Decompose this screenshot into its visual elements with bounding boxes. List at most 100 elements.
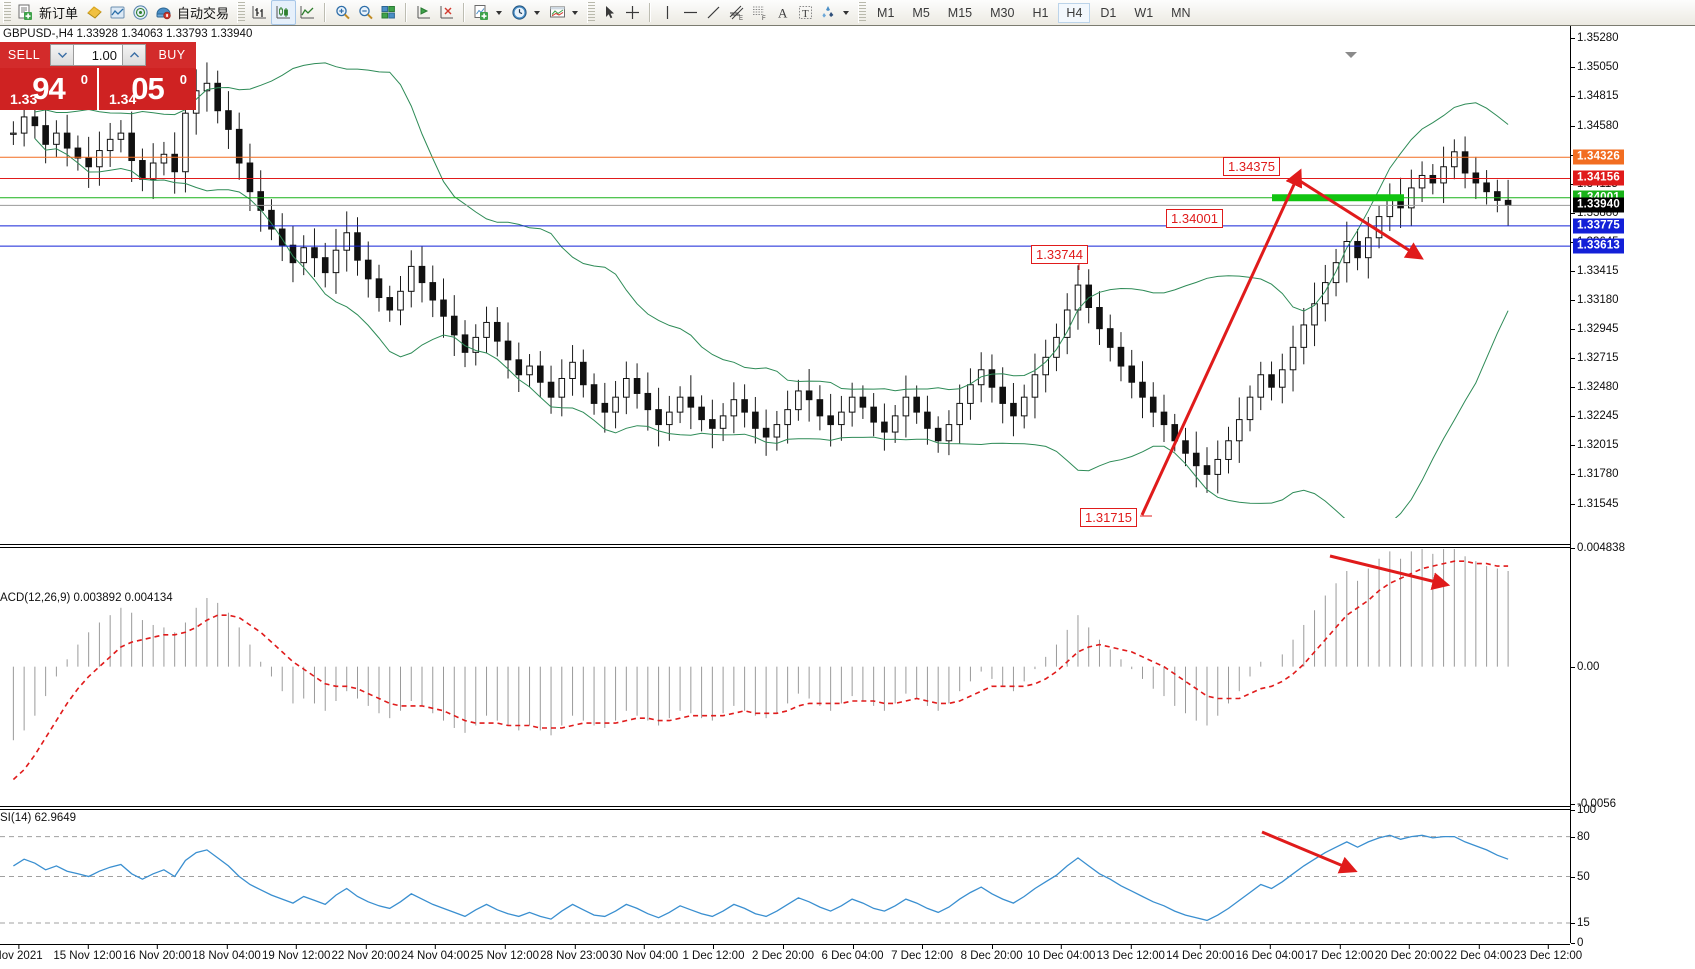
equidistant-channel-button[interactable]: E	[725, 1, 748, 24]
timeframe-m15[interactable]: M15	[947, 5, 973, 20]
fibonacci-icon: F	[751, 4, 768, 22]
chart-shift-button[interactable]	[435, 1, 458, 24]
sell-price-display[interactable]: 1.33 94 0	[0, 68, 97, 110]
price-tick: 1.33180	[1571, 294, 1619, 307]
price-level-label-blue-line[interactable]: 1.33775	[1573, 218, 1624, 234]
time-tick: 18 Nov 04:00	[192, 944, 261, 962]
toolbar-grip-4[interactable]	[858, 2, 867, 23]
annotation-tag-3[interactable]: 1.33744	[1031, 245, 1088, 264]
timeframe-h4[interactable]: H4	[1058, 2, 1091, 23]
timeframe-h1[interactable]: H1	[1032, 5, 1049, 20]
timeframe-m1[interactable]: M1	[877, 5, 895, 20]
fibonacci-button[interactable]: F	[748, 1, 771, 24]
vertical-line-button[interactable]	[656, 1, 679, 24]
indicators-button[interactable]	[470, 1, 508, 24]
knowledge-base-button[interactable]	[83, 1, 106, 24]
annotation-tag-4[interactable]: 1.31715	[1080, 508, 1137, 527]
bar-chart-button[interactable]	[248, 1, 271, 24]
time-tick: 17 Dec 12:00	[1305, 944, 1374, 962]
price-tick: 1.32945	[1571, 323, 1619, 336]
auto-trading-button[interactable]: 自动交易	[152, 1, 234, 24]
price-level-label-last-price[interactable]: 1.33940	[1573, 197, 1624, 213]
price-tick: 1.32715	[1571, 351, 1619, 364]
toolbar-grip[interactable]	[3, 2, 11, 23]
buy-price-display[interactable]: 1.34 05 0	[99, 68, 196, 110]
candlestick-chart-button[interactable]	[271, 0, 297, 25]
indicators-dropdown-caret[interactable]	[496, 10, 503, 15]
toolbar-grip-2[interactable]	[237, 2, 246, 23]
price-tick: 1.35050	[1571, 61, 1619, 74]
shift-end-icon	[415, 4, 432, 21]
auto-trading-label: 自动交易	[177, 6, 230, 21]
svg-text:F: F	[762, 16, 766, 21]
signals-button[interactable]	[129, 1, 152, 24]
toolbar-separator-3	[463, 3, 466, 22]
shift-end-button[interactable]	[412, 1, 435, 24]
line-chart-icon	[299, 4, 316, 21]
macd-pane-top-border-2	[0, 547, 1570, 548]
rsi-tick: 0	[1570, 937, 1584, 949]
annotation-tag-1[interactable]: 1.34375	[1223, 157, 1280, 176]
price-level-label-blue-line[interactable]: 1.33613	[1573, 238, 1624, 254]
time-tick: 6 Dec 04:00	[821, 944, 884, 962]
time-tick: Nov 2021	[0, 944, 43, 962]
time-tick: 16 Nov 20:00	[122, 944, 192, 962]
trendline-button[interactable]	[702, 1, 725, 24]
price-level-label-red-line[interactable]: 1.34156	[1573, 170, 1624, 186]
templates-button[interactable]	[546, 1, 584, 24]
templates-icon	[549, 4, 566, 21]
chart-area[interactable]: GBPUSD-,H4 1.33928 1.34063 1.33793 1.339…	[0, 25, 1695, 962]
price-tick: 1.31780	[1571, 468, 1619, 481]
toolbar-grip-3[interactable]	[587, 2, 596, 23]
shapes-dropdown-caret[interactable]	[843, 10, 850, 15]
buy-button[interactable]: BUY	[148, 42, 196, 68]
tile-windows-icon	[380, 4, 397, 21]
zoom-out-button[interactable]	[354, 1, 377, 24]
timeframe-m5[interactable]: M5	[912, 5, 930, 20]
price-level-label-orange-line[interactable]: 1.34326	[1573, 149, 1624, 165]
svg-text:E: E	[739, 16, 743, 21]
crosshair-button[interactable]	[621, 1, 644, 24]
main-toolbar: 新订单	[0, 0, 1695, 26]
zoom-in-button[interactable]	[331, 1, 354, 24]
volume-increase-button[interactable]	[122, 44, 146, 66]
price-tick: 1.33415	[1571, 264, 1619, 277]
cursor-button[interactable]	[598, 1, 621, 24]
volume-input[interactable]: 1.00	[74, 44, 122, 66]
buy-price-big: 05	[131, 71, 164, 106]
one-click-trading-panel[interactable]: SELL 1.00 BUY 1.33 94 0	[0, 42, 196, 118]
tile-windows-button[interactable]	[377, 1, 400, 24]
timeframe-w1[interactable]: W1	[1134, 5, 1154, 20]
trendline-icon	[705, 4, 722, 21]
text-label-button[interactable]: T	[794, 1, 817, 24]
timeframe-d1[interactable]: D1	[1100, 5, 1117, 20]
macd-indicator-label: ACD(12,26,9) 0.003892 0.004134	[0, 592, 173, 604]
templates-dropdown-caret[interactable]	[572, 10, 579, 15]
line-chart-button[interactable]	[296, 1, 319, 24]
vertical-line-icon	[659, 4, 676, 21]
time-tick: 24 Nov 04:00	[401, 944, 470, 962]
toolbar-separator-1	[324, 3, 327, 22]
sell-button[interactable]: SELL	[0, 42, 48, 68]
chart-shift-marker[interactable]	[1345, 52, 1357, 58]
new-order-button[interactable]: 新订单	[14, 1, 83, 24]
text-button[interactable]: A	[771, 1, 794, 24]
market-button[interactable]	[106, 1, 129, 24]
annotation-tag-2[interactable]: 1.34001	[1166, 209, 1223, 228]
macd-pane-top-border	[0, 544, 1570, 545]
zoom-in-icon	[334, 4, 351, 21]
price-tick: 1.34580	[1571, 119, 1619, 132]
timeframe-m30[interactable]: M30	[990, 5, 1015, 20]
price-scale[interactable]: 1.352801.350501.348151.345801.343451.341…	[1570, 26, 1695, 949]
period-dropdown-caret[interactable]	[534, 10, 541, 15]
period-button[interactable]	[508, 1, 546, 24]
time-tick: 28 Nov 23:00	[540, 944, 609, 962]
timeframe-mn[interactable]: MN	[1171, 5, 1191, 20]
volume-control[interactable]: 1.00	[48, 42, 148, 68]
time-tick: 10 Dec 04:00	[1026, 944, 1096, 962]
text-icon: A	[774, 4, 791, 21]
shapes-button[interactable]	[817, 1, 855, 24]
horizontal-line-button[interactable]	[679, 1, 702, 24]
volume-decrease-button[interactable]	[50, 44, 74, 66]
